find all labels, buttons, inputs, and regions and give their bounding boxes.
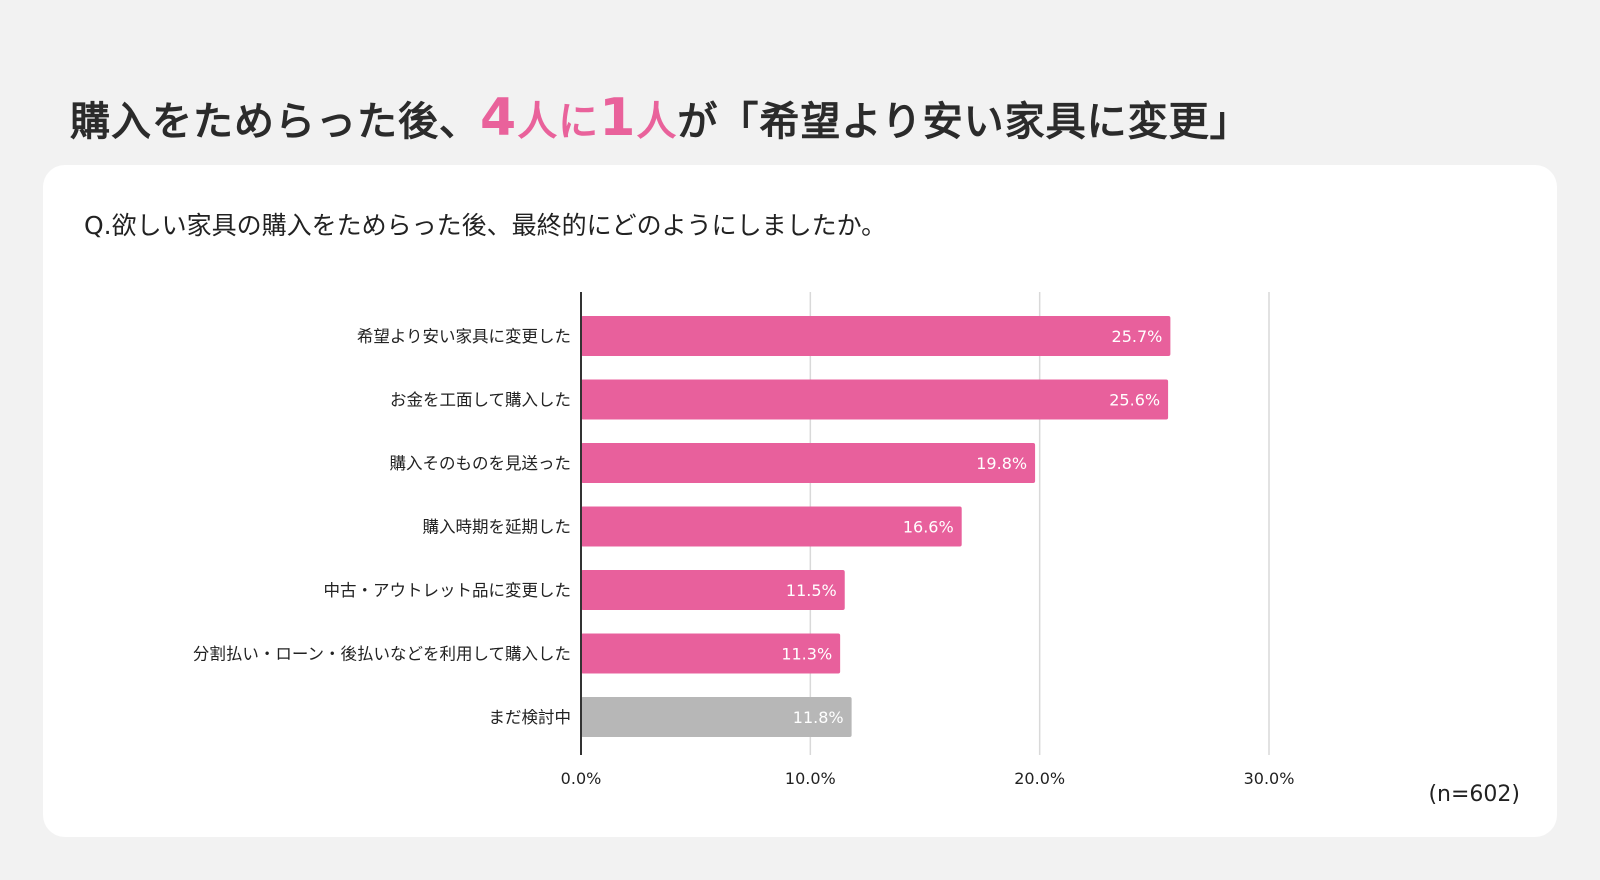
bar-value-label: 25.6%: [1109, 391, 1160, 410]
x-tick-label: 20.0%: [1014, 769, 1065, 788]
category-label: 希望より安い家具に変更した: [357, 327, 571, 346]
headline-number-1: 1: [599, 88, 637, 148]
category-label: まだ検討中: [489, 708, 572, 727]
category-label: 分割払い・ローン・後払いなどを利用して購入した: [193, 645, 571, 664]
category-label: 購入そのものを見送った: [390, 454, 572, 473]
bar: [581, 443, 1036, 483]
x-tick-label: 10.0%: [785, 769, 836, 788]
bar: [581, 379, 1169, 420]
category-label: お金を工面して購入した: [390, 391, 571, 410]
bar: [581, 506, 962, 547]
x-tick-label: 30.0%: [1244, 769, 1295, 788]
bar-value-label: 25.7%: [1112, 327, 1163, 346]
headline-part1: 購入をためらった後、: [70, 99, 480, 145]
bar-value-label: 11.5%: [786, 581, 837, 600]
bar: [581, 570, 845, 610]
survey-question: Q.欲しい家具の購入をためらった後、最終的にどのようにしましたか。: [84, 211, 887, 240]
headline-unit-1: 人に: [517, 99, 600, 145]
headline-number-4: 4: [480, 88, 518, 148]
bar-value-label: 11.8%: [793, 708, 844, 727]
x-tick-label: 0.0%: [561, 769, 602, 788]
page-headline: 購入をためらった後、4人に1人が「希望より安い家具に変更」: [70, 88, 1251, 148]
category-label: 中古・アウトレット品に変更した: [324, 581, 572, 600]
bar-value-label: 16.6%: [903, 518, 954, 537]
sample-size-note: (n=602): [1428, 782, 1520, 807]
bar-value-label: 19.8%: [976, 454, 1027, 473]
bar-value-label: 11.3%: [781, 645, 832, 664]
category-label: 購入時期を延期した: [423, 518, 572, 537]
headline-unit-2: 人: [636, 99, 678, 145]
headline-part2: が「希望より安い家具に変更」: [677, 99, 1251, 145]
bar: [581, 633, 841, 674]
bar: [581, 697, 852, 737]
bar: [581, 316, 1171, 356]
